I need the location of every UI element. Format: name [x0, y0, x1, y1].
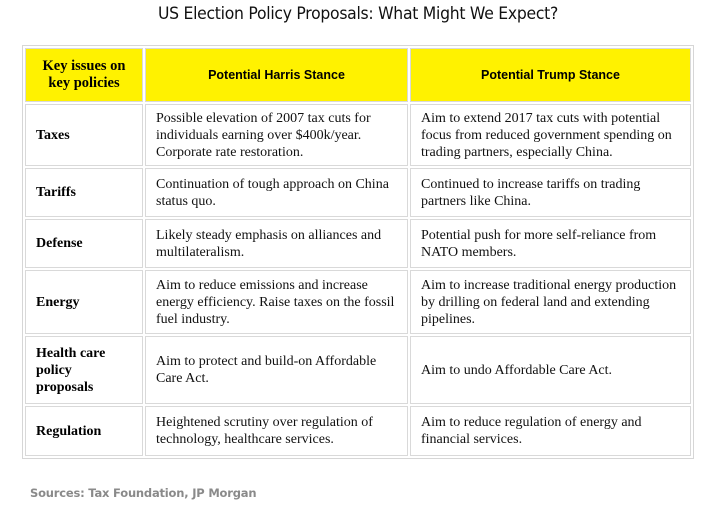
issue-cell: Tariffs [25, 168, 143, 217]
sources-note: Sources: Tax Foundation, JP Morgan [30, 486, 257, 500]
issue-cell: Energy [25, 270, 143, 334]
trump-stance-cell: Aim to undo Affordable Care Act. [410, 336, 691, 404]
issue-cell: Health care policy proposals [25, 336, 143, 404]
header-harris-stance: Potential Harris Stance [145, 48, 408, 102]
harris-stance-cell: Possible elevation of 2007 tax cuts for … [145, 104, 408, 166]
trump-stance-cell: Aim to increase traditional energy produ… [410, 270, 691, 334]
header-trump-stance: Potential Trump Stance [410, 48, 691, 102]
table-row: Regulation Heightened scrutiny over regu… [25, 406, 691, 456]
issue-cell: Regulation [25, 406, 143, 456]
table-row: Defense Likely steady emphasis on allian… [25, 219, 691, 268]
harris-stance-cell: Likely steady emphasis on alliances and … [145, 219, 408, 268]
trump-stance-cell: Continued to increase tariffs on trading… [410, 168, 691, 217]
trump-stance-cell: Aim to reduce regulation of energy and f… [410, 406, 691, 456]
issue-cell: Defense [25, 219, 143, 268]
trump-stance-cell: Aim to extend 2017 tax cuts with potenti… [410, 104, 691, 166]
table-row: Taxes Possible elevation of 2007 tax cut… [25, 104, 691, 166]
table-row: Energy Aim to reduce emissions and incre… [25, 270, 691, 334]
harris-stance-cell: Aim to reduce emissions and increase ene… [145, 270, 408, 334]
header-key-issues: Key issues on key policies [25, 48, 143, 102]
table-header-row: Key issues on key policies Potential Har… [25, 48, 691, 102]
harris-stance-cell: Heightened scrutiny over regulation of t… [145, 406, 408, 456]
policy-comparison-table: Key issues on key policies Potential Har… [22, 45, 694, 459]
table-row: Tariffs Continuation of tough approach o… [25, 168, 691, 217]
trump-stance-cell: Potential push for more self-reliance fr… [410, 219, 691, 268]
issue-cell: Taxes [25, 104, 143, 166]
page-title: US Election Policy Proposals: What Might… [157, 4, 559, 24]
harris-stance-cell: Continuation of tough approach on China … [145, 168, 408, 217]
table-row: Health care policy proposals Aim to prot… [25, 336, 691, 404]
harris-stance-cell: Aim to protect and build-on Affordable C… [145, 336, 408, 404]
